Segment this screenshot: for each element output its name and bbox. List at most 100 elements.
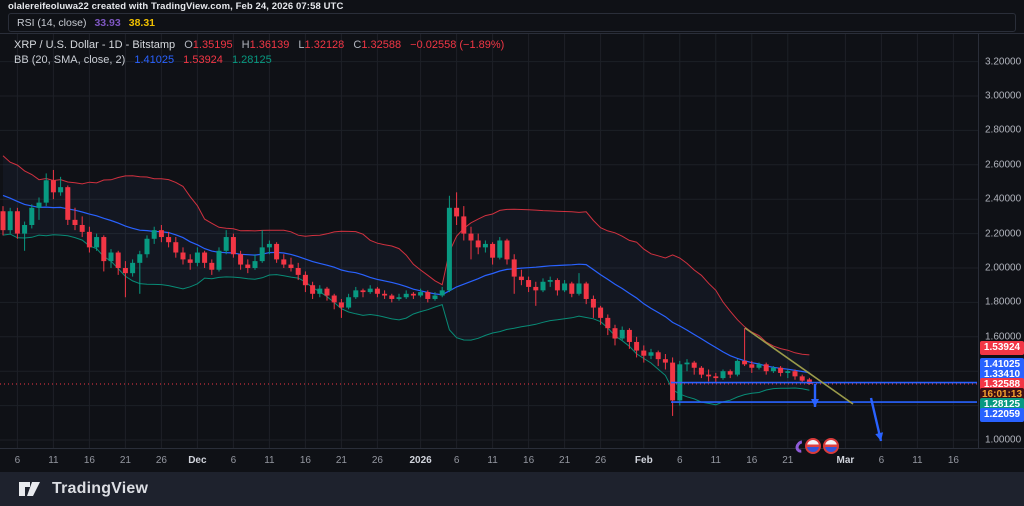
candle — [461, 216, 467, 234]
candle — [396, 297, 402, 299]
time-tick-label: Mar — [836, 455, 855, 466]
chart-stickers[interactable] — [793, 437, 839, 455]
flag-ball-sticker-icon[interactable] — [805, 438, 821, 454]
candle — [590, 298, 596, 308]
candle — [713, 376, 719, 379]
low-value: 1.32128 — [304, 39, 345, 51]
price-badge-bb-upper[interactable]: 1.53924 — [980, 341, 1024, 355]
candle — [338, 302, 344, 308]
candle — [266, 243, 272, 248]
candle — [446, 207, 452, 291]
candle — [425, 292, 431, 299]
candlestick-series — [0, 169, 812, 416]
candle — [490, 243, 496, 258]
candle — [605, 317, 611, 329]
time-tick-label: 2026 — [409, 455, 432, 466]
price-tick-label: 3.20000 — [985, 56, 1022, 68]
bb-upper-value: 1.53924 — [183, 54, 223, 66]
candle — [670, 362, 676, 401]
bb-upper-line[interactable] — [2, 155, 810, 356]
candle — [374, 288, 380, 294]
candle — [756, 364, 762, 368]
candle — [295, 268, 301, 275]
candle — [101, 237, 107, 262]
candle — [94, 237, 100, 248]
time-tick-label: 21 — [119, 455, 131, 466]
candle — [360, 290, 366, 293]
tradingview-brand-text[interactable]: TradingView — [52, 480, 149, 497]
time-tick-label: Feb — [634, 455, 653, 466]
time-tick-label: 11 — [264, 455, 275, 466]
rsi-indicator-pane[interactable]: RSI (14, close) 33.93 38.31 — [8, 13, 1016, 32]
candle — [648, 352, 654, 356]
time-tick-label: 16 — [746, 455, 758, 466]
user-drawings — [0, 327, 978, 442]
candle — [245, 264, 251, 268]
price-badge-drawing-level[interactable]: 1.22059 — [980, 408, 1024, 422]
time-tick-label: 21 — [559, 455, 571, 466]
candle — [108, 252, 114, 262]
candle — [511, 259, 517, 277]
price-tick-label: 2.20000 — [985, 228, 1022, 240]
pane-separator[interactable] — [0, 33, 1024, 34]
candle — [799, 376, 805, 381]
flag-ball-sticker-icon[interactable] — [823, 438, 839, 454]
trend-line[interactable] — [744, 327, 854, 405]
time-axis[interactable]: 6 11 16 21 26 Dec 6 11 16 21 26 2026 6 11 16 21 26 Feb 6 11… — [0, 448, 1024, 472]
symbol-legend-row[interactable]: XRP / U.S. Dollar - 1D - Bitstamp O1.351… — [14, 38, 504, 53]
candle — [367, 288, 373, 293]
time-tick-label: 6 — [230, 455, 237, 466]
time-tick-label: 11 — [912, 455, 923, 466]
candle — [209, 262, 215, 270]
price-tick-label: 1.00000 — [985, 434, 1022, 446]
candle — [223, 237, 229, 251]
time-tick-label: 11 — [710, 455, 721, 466]
price-tick-label: 1.60000 — [985, 331, 1022, 343]
price-tick-label: 1.80000 — [985, 296, 1022, 308]
time-tick-label: 16 — [83, 455, 95, 466]
candle — [439, 290, 445, 296]
candle — [194, 252, 200, 263]
candle — [533, 286, 539, 291]
candle — [454, 207, 460, 217]
price-axis[interactable]: 3.20000 3.00000 2.80000 2.60000 2.40000 2.200… — [978, 33, 1024, 448]
candle — [382, 293, 388, 296]
candle — [317, 288, 323, 294]
candle — [173, 242, 179, 253]
candle — [0, 211, 6, 231]
bb-legend-label[interactable]: BB (20, SMA, close, 2) — [14, 54, 126, 66]
time-tick-label: 26 — [155, 455, 167, 466]
time-tick-label: 26 — [595, 455, 607, 466]
candle — [115, 252, 121, 268]
bb-basis-line[interactable] — [2, 194, 810, 374]
time-tick-label: 6 — [677, 455, 683, 466]
time-tick-label: 21 — [782, 455, 794, 466]
candle — [684, 362, 690, 365]
time-tick-label: 16 — [299, 455, 311, 466]
arrow-marker-down[interactable] — [869, 397, 884, 442]
candle — [230, 237, 236, 255]
candle — [288, 264, 294, 268]
time-tick-label: Dec — [188, 455, 207, 466]
bb-lower-value: 1.28125 — [231, 54, 272, 66]
candle — [598, 307, 604, 318]
candle — [655, 352, 661, 360]
arrow-marker-down[interactable] — [811, 384, 819, 407]
candle — [274, 243, 280, 260]
symbol-title[interactable]: XRP / U.S. Dollar - 1D - Bitstamp — [14, 39, 176, 51]
price-tick-label: 2.40000 — [985, 193, 1022, 205]
tradingview-logo-icon[interactable] — [18, 480, 44, 498]
bb-legend-row[interactable]: BB (20, SMA, close, 2) 1.41025 1.53924 1… — [14, 53, 504, 68]
candle — [86, 231, 92, 248]
candle — [389, 295, 395, 299]
rsi-legend-label[interactable]: RSI (14, close) — [17, 16, 87, 29]
candle — [187, 259, 193, 263]
candle — [497, 240, 503, 258]
candle — [202, 252, 208, 263]
candle — [662, 359, 668, 363]
candle — [331, 295, 337, 303]
candle — [554, 280, 560, 291]
candle — [540, 281, 546, 291]
close-label: C — [353, 39, 362, 51]
